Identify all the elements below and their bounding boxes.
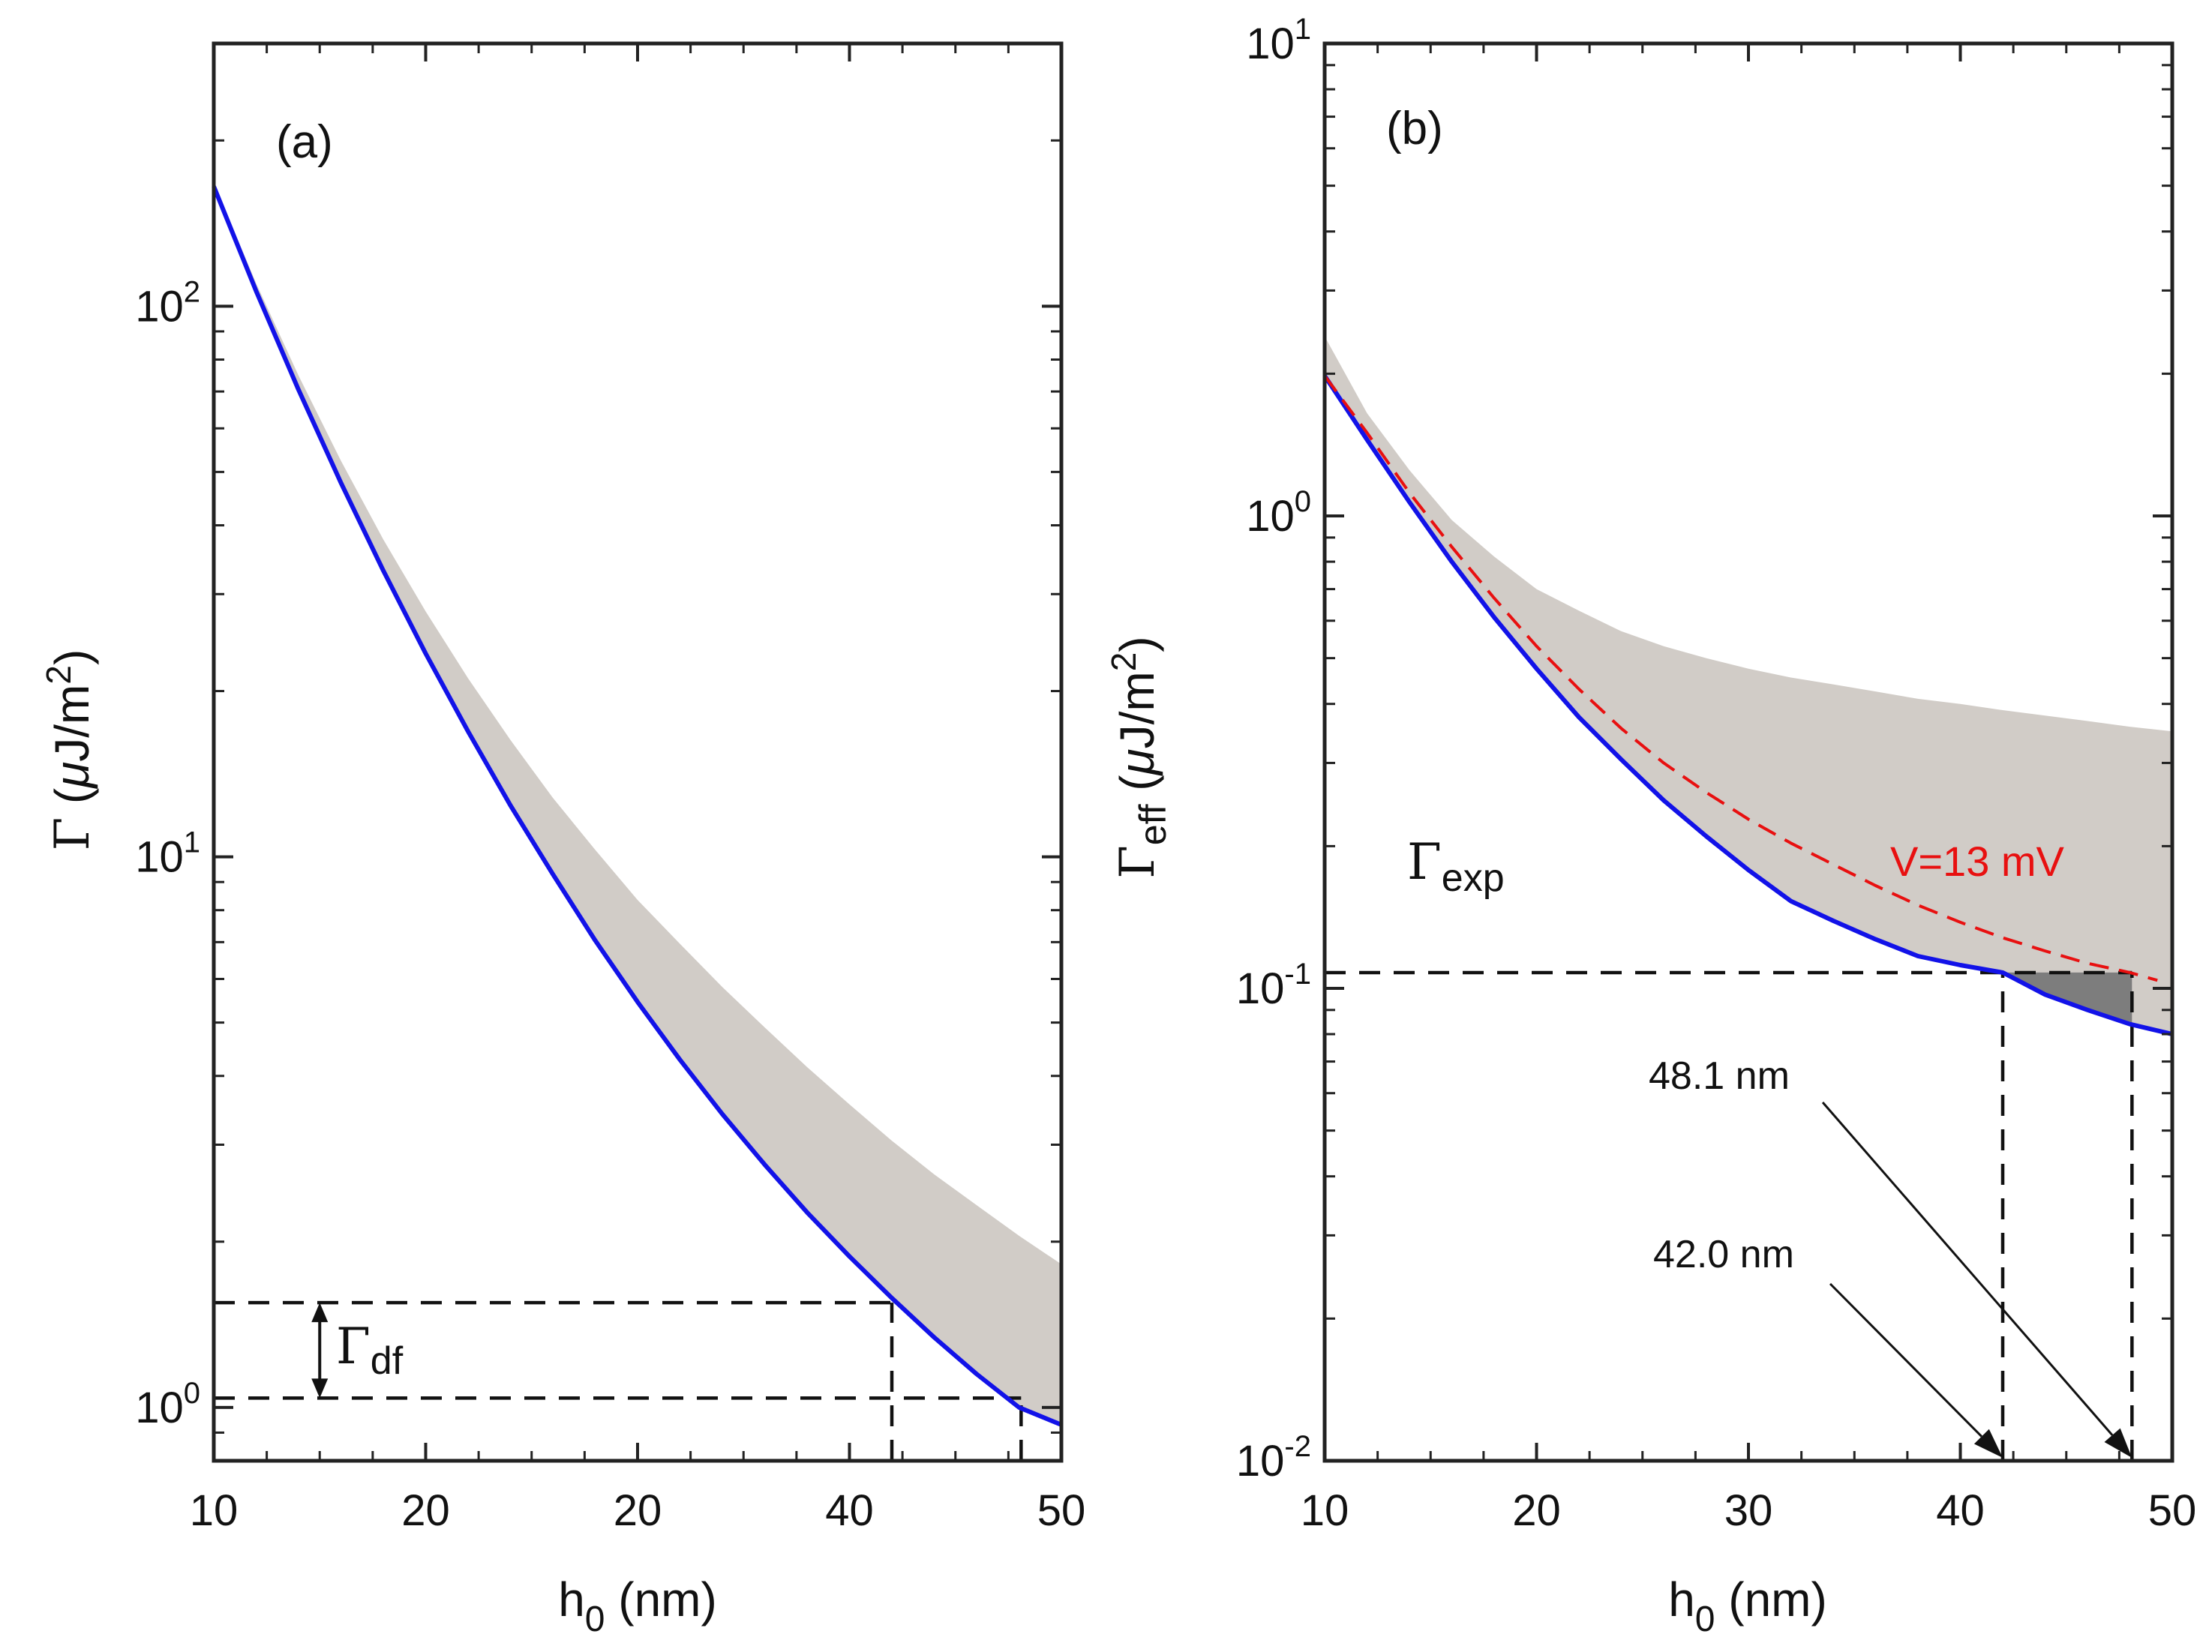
a-x-tick-label: 50	[1037, 1486, 1086, 1535]
b-ticks: 10 20 30 40 50 10-2 10-1 100 101	[1236, 13, 2196, 1535]
b-42nm-arrowhead	[1973, 1429, 2003, 1458]
b-voltage-label: V=13 mV	[1890, 838, 2065, 885]
b-48nm-arrow	[1821, 1102, 2114, 1436]
b-y-tick-label: 10-2	[1236, 1430, 1311, 1486]
a-series-layer	[212, 185, 1063, 1427]
b-42nm-arrow	[1829, 1282, 1982, 1438]
a-shaded-band-layer	[214, 181, 1061, 1425]
b-x-tick-label: 40	[1936, 1486, 1985, 1535]
b-y-tick-label: 10-1	[1236, 958, 1311, 1013]
a-x-tick-label: 40	[825, 1486, 874, 1535]
b-x-tick-label: 30	[1724, 1486, 1773, 1535]
b-reference-lines	[1325, 970, 2134, 1461]
b-48nm-label: 48.1 nm	[1649, 1054, 1790, 1098]
b-48nm-arrowhead	[2104, 1428, 2132, 1458]
panel-a: 10 20 20 40 50 100 101 102 (a) Γdf h0 (nm) Γ (μ…	[39, 41, 1086, 1639]
panel-b: 10 20 30 40 50 10-2 10-1 100 101 (b) V=13 mV Γex…	[1104, 13, 2196, 1639]
a-x-tick-label: 20	[614, 1486, 662, 1535]
a-y-tick-label: 100	[135, 1377, 200, 1432]
a-gamma-df-annotation: Γdf	[311, 1303, 404, 1399]
a-reference-lines	[214, 1300, 1023, 1461]
b-series-layer	[1322, 374, 2173, 1037]
b-gamma-exp-label: Γexp	[1407, 833, 1505, 900]
a-series-0-line	[212, 185, 1063, 1427]
b-y-tick-label: 101	[1246, 13, 1311, 68]
a-ticks: 10 20 20 40 50 100 101 102	[135, 42, 1086, 1535]
b-x-tick-label: 20	[1512, 1486, 1561, 1535]
a-x-tick-label: 10	[190, 1486, 239, 1535]
a-y-tick-label: 101	[135, 826, 200, 882]
b-y-tick-label: 100	[1246, 485, 1311, 541]
b-x-tick-label: 10	[1301, 1486, 1349, 1535]
b-shaded-band-layer	[1325, 336, 2172, 1035]
a-y-tick-label: 102	[135, 275, 200, 331]
a-shaded-band	[214, 181, 1061, 1425]
b-y-axis-label: Γeff (μJ/m2)	[1104, 636, 1174, 878]
b-x-tick-label: 50	[2148, 1486, 2197, 1535]
b-series-0-line	[1322, 374, 2173, 1037]
b-panel-label: (b)	[1386, 103, 1443, 154]
b-x-axis-label: h0 (nm)	[1668, 1573, 1827, 1639]
a-gamma-df-arrowhead-bottom	[311, 1378, 329, 1399]
a-gamma-df-label: Γdf	[336, 1318, 404, 1383]
a-y-axis-label: Γ (μJ/m2)	[39, 649, 101, 851]
a-x-axis-label: h0 (nm)	[558, 1573, 717, 1639]
b-42nm-label: 42.0 nm	[1653, 1233, 1794, 1276]
b-shaded-band	[1325, 336, 2172, 1035]
a-panel-label: (a)	[276, 116, 333, 168]
a-gamma-df-arrowhead-top	[311, 1303, 329, 1323]
b-series-1-line	[1323, 374, 2158, 982]
a-x-tick-label: 20	[401, 1486, 450, 1535]
